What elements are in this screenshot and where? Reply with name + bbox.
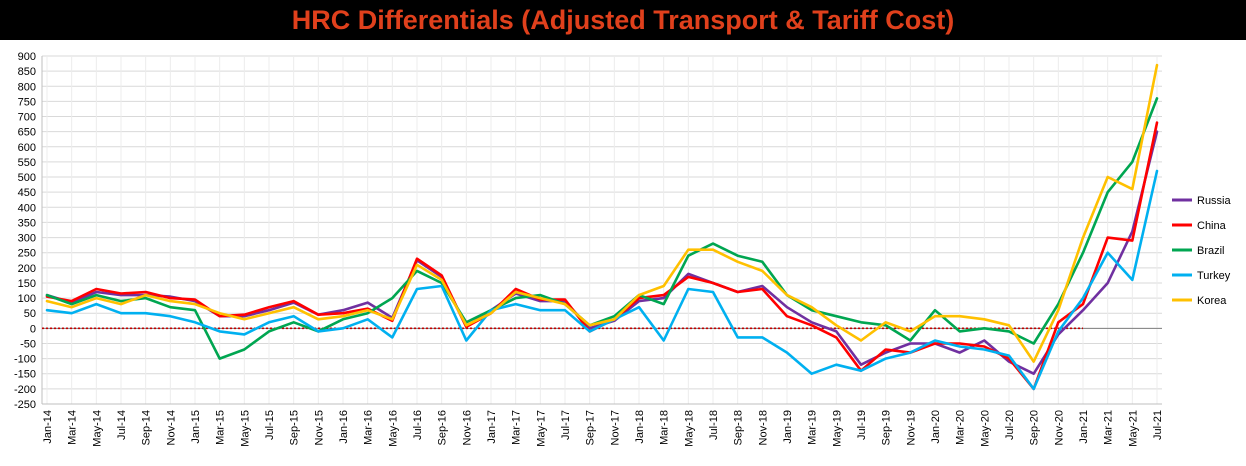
- x-tick-label: Jan-14: [42, 410, 54, 444]
- x-tick-label: Sep-15: [289, 410, 301, 445]
- y-tick-label: 200: [18, 263, 36, 275]
- y-tick-label: 100: [18, 293, 36, 305]
- y-tick-label: 400: [18, 202, 36, 214]
- x-tick-label: Jul-16: [412, 410, 424, 440]
- x-tick-label: Sep-20: [1029, 410, 1041, 445]
- y-tick-label: 550: [18, 157, 36, 169]
- x-tick-label: Sep-16: [437, 410, 449, 445]
- x-tick-label: Jan-20: [930, 410, 942, 444]
- x-tick-label: Jul-17: [560, 410, 572, 440]
- y-tick-label: 300: [18, 233, 36, 245]
- x-tick-label: Sep-18: [733, 410, 745, 445]
- x-tick-label: May-19: [831, 410, 843, 447]
- y-tick-label: -250: [14, 399, 36, 411]
- y-tick-label: 150: [18, 278, 36, 290]
- x-tick-label: Nov-19: [905, 410, 917, 445]
- x-tick-label: Mar-20: [955, 410, 967, 445]
- x-tick-label: May-20: [979, 410, 991, 447]
- legend-label-brazil: Brazil: [1197, 245, 1225, 257]
- x-tick-label: Jul-21: [1152, 410, 1164, 440]
- y-tick-label: 450: [18, 187, 36, 199]
- series-line-korea: [45, 63, 1159, 363]
- legend-label-china: China: [1197, 220, 1227, 232]
- x-tick-label: Nov-16: [461, 410, 473, 445]
- x-tick-label: Mar-21: [1103, 410, 1115, 445]
- y-tick-label: 0: [30, 323, 36, 335]
- x-tick-label: Mar-15: [215, 410, 227, 445]
- y-tick-label: 900: [18, 51, 36, 63]
- x-tick-label: Jul-14: [116, 410, 128, 440]
- x-tick-label: Nov-20: [1053, 410, 1065, 445]
- x-tick-label: Mar-18: [659, 410, 671, 445]
- x-tick-label: Sep-17: [585, 410, 597, 445]
- chart-area: -250 -200 -150 -100 -50 0 50 100 150 200 250 300 350…: [0, 40, 1246, 461]
- y-tick-label: 700: [18, 112, 36, 124]
- x-tick-label: May-16: [387, 410, 399, 447]
- x-tick-label: Mar-14: [67, 410, 79, 445]
- x-tick-label: May-18: [683, 410, 695, 447]
- x-tick-label: Jul-20: [1004, 410, 1016, 440]
- chart-title-bar: HRC Differentials (Adjusted Transport & …: [0, 0, 1246, 40]
- y-tick-label: 850: [18, 66, 36, 78]
- legend-label-russia: Russia: [1197, 195, 1232, 207]
- y-tick-label: 650: [18, 127, 36, 139]
- x-tick-label: Nov-18: [757, 410, 769, 445]
- x-tick-label: Jul-19: [856, 410, 868, 440]
- y-tick-label: 350: [18, 217, 36, 229]
- x-tick-label: Sep-14: [141, 410, 153, 445]
- x-tick-label: Sep-19: [881, 410, 893, 445]
- x-tick-label: Jan-16: [338, 410, 350, 444]
- x-tick-label: Jul-18: [708, 410, 720, 440]
- x-tick-label: Mar-17: [511, 410, 523, 445]
- x-tick-label: Jan-15: [190, 410, 202, 444]
- x-tick-label: Nov-14: [165, 410, 177, 445]
- x-tick-label: Nov-15: [313, 410, 325, 445]
- x-tick-label: May-15: [239, 410, 251, 447]
- y-tick-label: -100: [14, 354, 36, 366]
- x-tick-label: May-14: [91, 410, 103, 447]
- x-tick-label: Nov-17: [609, 410, 621, 445]
- x-tick-label: May-17: [535, 410, 547, 447]
- y-tick-label: 250: [18, 248, 36, 260]
- x-tick-label: May-21: [1127, 410, 1139, 447]
- y-tick-label: 800: [18, 81, 36, 93]
- series-line-brazil: [45, 97, 1159, 360]
- x-tick-label: Jan-18: [634, 410, 646, 444]
- x-tick-label: Jan-21: [1078, 410, 1090, 444]
- legend-label-korea: Korea: [1197, 295, 1227, 307]
- y-tick-label: -150: [14, 369, 36, 381]
- y-tick-label: -200: [14, 384, 36, 396]
- y-tick-label: 500: [18, 172, 36, 184]
- y-tick-label: 600: [18, 142, 36, 154]
- chart-title: HRC Differentials (Adjusted Transport & …: [291, 4, 955, 35]
- x-tick-label: Mar-19: [807, 410, 819, 445]
- legend-label-turkey: Turkey: [1197, 270, 1231, 282]
- x-tick-label: Jul-15: [264, 410, 276, 440]
- x-tick-label: Mar-16: [363, 410, 375, 445]
- series-line-turkey: [45, 169, 1159, 391]
- x-tick-label: Jan-19: [782, 410, 794, 444]
- y-tick-label: -50: [20, 338, 36, 350]
- y-tick-label: 50: [24, 308, 36, 320]
- x-tick-label: Jan-17: [486, 410, 498, 444]
- y-tick-label: 750: [18, 96, 36, 108]
- hrc-differentials-chart: -250 -200 -150 -100 -50 0 50 100 150 200 250 300 350…: [14, 51, 1232, 447]
